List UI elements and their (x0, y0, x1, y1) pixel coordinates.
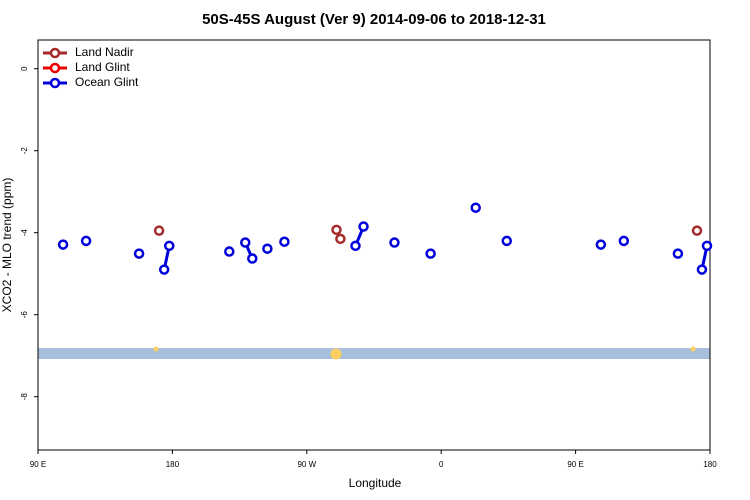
data-point (279, 236, 290, 247)
legend-label: Land Glint (75, 60, 130, 74)
x-tick-label: 90 W (297, 460, 316, 469)
x-tick-label: 180 (703, 460, 717, 469)
data-point (691, 225, 703, 236)
series-line (162, 225, 709, 270)
legend-label: Land Nadir (75, 45, 134, 59)
data-point (696, 264, 708, 275)
data-point (701, 240, 713, 252)
data-point (240, 237, 251, 248)
data-point (389, 237, 400, 248)
y-tick-label: -2 (20, 147, 29, 155)
data-point (335, 233, 346, 245)
y-axis-label: XCO2 - MLO trend (ppm) (0, 178, 14, 313)
sun-marker (330, 348, 342, 360)
data-point (164, 240, 175, 252)
y-tick-label: -8 (20, 393, 29, 401)
y-tick-label: -6 (20, 311, 29, 319)
data-point (358, 221, 369, 232)
x-axis-label: Longitude (349, 476, 402, 490)
y-tick-label: 0 (20, 66, 29, 71)
legend-marker (49, 62, 61, 74)
data-point (224, 246, 235, 257)
data-point (501, 235, 513, 247)
data-point (672, 248, 684, 259)
legend-marker (49, 77, 61, 89)
chart-title: 50S-45S August (Ver 9) 2014-09-06 to 201… (202, 11, 546, 28)
legend-label: Ocean Glint (75, 75, 139, 89)
x-tick-label: 90 E (30, 460, 46, 469)
data-point (57, 239, 69, 250)
data-point (425, 248, 436, 259)
data-point (262, 243, 273, 254)
y-tick-label: -4 (20, 229, 29, 237)
data-point (618, 235, 630, 247)
legend-marker (49, 47, 61, 59)
data-point (350, 240, 361, 252)
x-tick-label: 0 (439, 460, 444, 469)
data-point (133, 248, 145, 259)
x-tick-label: 90 E (567, 460, 583, 469)
sun-marker (153, 346, 159, 352)
data-point (331, 224, 342, 236)
data-point (470, 202, 481, 213)
x-tick-label: 180 (166, 460, 180, 469)
data-point (158, 264, 170, 275)
sun-marker (690, 346, 696, 352)
data-point (153, 225, 165, 236)
data-point (80, 235, 92, 247)
surface-band (38, 348, 710, 359)
data-point (595, 239, 607, 250)
data-point (247, 253, 258, 264)
